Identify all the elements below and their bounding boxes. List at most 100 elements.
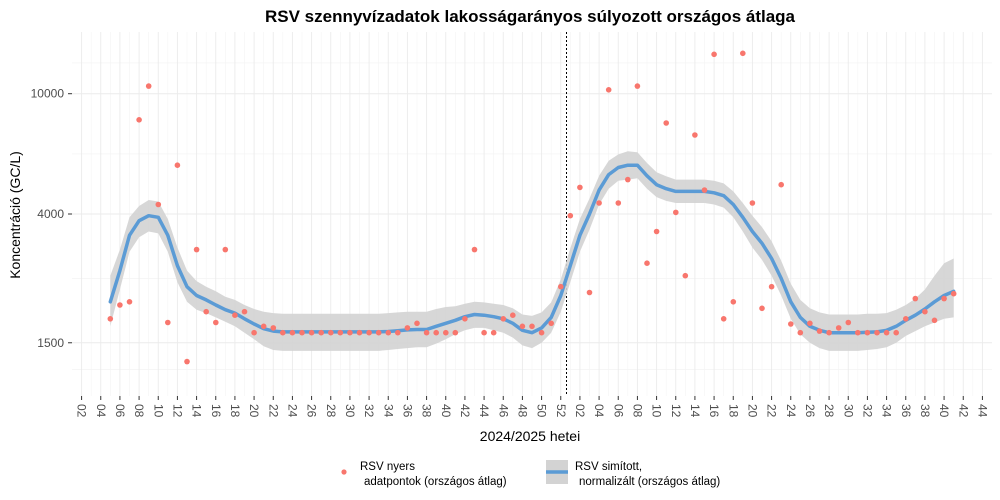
x-tick-label: 16 <box>209 404 223 418</box>
y-axis-title: Koncentráció (GC/L) <box>7 151 23 279</box>
x-tick-label: 06 <box>113 404 127 418</box>
raw-data-point <box>241 308 248 315</box>
raw-data-point <box>395 329 401 336</box>
x-tick-label: 04 <box>592 404 606 418</box>
raw-data-point <box>289 329 296 336</box>
raw-data-point <box>653 228 660 235</box>
x-tick-label: 48 <box>515 404 529 418</box>
x-tick-label: 12 <box>170 404 184 418</box>
raw-data-point <box>481 329 487 336</box>
raw-data-point <box>165 319 171 326</box>
raw-data-point <box>644 260 650 267</box>
raw-data-points <box>107 50 957 365</box>
raw-data-point <box>605 87 612 93</box>
raw-data-point <box>414 320 420 327</box>
y-axis-ticks: 1500 4000 10000 <box>31 87 72 350</box>
raw-data-point <box>615 200 622 206</box>
raw-data-point <box>471 246 478 253</box>
x-tick-label: 42 <box>458 404 472 418</box>
raw-data-point <box>107 316 114 322</box>
legend-raw-label-line2: adatpontok (országos átlag) <box>364 476 507 488</box>
x-tick-label: 28 <box>822 404 836 418</box>
raw-data-point <box>385 329 392 336</box>
raw-data-point <box>864 329 871 336</box>
raw-data-point <box>318 329 325 336</box>
raw-data-point <box>874 329 880 336</box>
x-tick-label: 42 <box>956 404 970 418</box>
raw-data-point <box>232 312 238 319</box>
x-tick-label: 22 <box>765 404 779 418</box>
raw-data-point <box>912 295 919 302</box>
x-tick-label: 22 <box>266 404 280 418</box>
x-tick-label: 24 <box>285 404 299 418</box>
raw-data-point <box>337 329 344 336</box>
raw-data-point <box>155 201 162 208</box>
raw-data-point <box>903 316 909 322</box>
legend: RSV nyers adatpontok (országos átlag) RS… <box>341 460 720 488</box>
raw-data-point <box>184 358 190 365</box>
x-tick-label: 34 <box>880 404 894 418</box>
chart-title: RSV szennyvízadatok lakosságarányos súly… <box>265 7 796 26</box>
raw-data-point <box>855 329 861 336</box>
x-tick-label: 30 <box>841 404 855 418</box>
x-axis-ticks: 02 04 06 08 10 12 14 16 18 20 22 24 26 28 30 32 34 36 38 40… <box>75 396 989 418</box>
x-tick-label: 30 <box>343 404 357 418</box>
raw-data-point <box>452 329 459 336</box>
raw-data-point <box>759 305 765 312</box>
raw-data-point <box>663 120 669 126</box>
x-tick-label: 36 <box>400 404 414 418</box>
raw-data-point <box>260 323 267 330</box>
x-tick-label: 52 <box>554 404 568 418</box>
raw-data-point <box>308 329 315 336</box>
raw-data-point <box>203 308 209 315</box>
x-tick-label: 20 <box>247 404 261 418</box>
x-tick-label: 26 <box>305 404 319 418</box>
raw-data-point <box>423 329 430 336</box>
x-tick-label: 44 <box>477 404 491 418</box>
raw-data-point <box>711 51 717 58</box>
x-tick-label: 10 <box>650 404 664 418</box>
raw-data-point <box>213 319 219 326</box>
raw-data-point <box>356 329 363 336</box>
x-tick-label: 20 <box>745 404 759 418</box>
raw-data-point <box>270 325 277 331</box>
x-tick-label: 02 <box>75 404 89 418</box>
x-tick-label: 36 <box>899 404 913 418</box>
x-tick-label: 40 <box>439 404 453 418</box>
x-tick-label: 06 <box>611 404 625 418</box>
raw-data-point <box>558 283 564 290</box>
raw-data-point <box>117 302 123 308</box>
x-tick-label: 46 <box>496 404 510 418</box>
raw-data-point <box>835 325 842 331</box>
raw-data-point <box>749 200 756 206</box>
x-tick-label: 38 <box>420 404 434 418</box>
raw-data-point <box>375 329 382 336</box>
raw-data-point <box>500 316 507 322</box>
x-tick-label: 16 <box>707 404 721 418</box>
raw-data-point <box>596 200 602 206</box>
raw-data-point <box>519 323 526 330</box>
x-tick-label: 18 <box>228 404 242 418</box>
raw-data-point <box>193 246 200 253</box>
raw-data-point <box>768 283 775 290</box>
raw-data-point <box>845 319 852 326</box>
raw-data-point <box>788 321 794 327</box>
raw-data-point <box>740 50 746 57</box>
raw-data-point <box>577 184 583 191</box>
x-tick-label: 04 <box>94 404 108 418</box>
raw-data-point <box>222 246 229 253</box>
raw-data-point <box>251 329 257 336</box>
y-tick-label: 1500 <box>37 336 64 350</box>
raw-data-point <box>682 272 689 279</box>
x-tick-label: 02 <box>573 404 587 418</box>
raw-data-point <box>462 316 468 322</box>
raw-data-point <box>366 329 372 336</box>
raw-data-point <box>145 83 152 89</box>
x-tick-label: 34 <box>381 404 395 418</box>
raw-data-point <box>922 308 928 315</box>
raw-data-point <box>538 329 545 336</box>
raw-data-point <box>174 162 181 168</box>
raw-data-point <box>797 329 804 336</box>
raw-data-point <box>280 329 286 336</box>
